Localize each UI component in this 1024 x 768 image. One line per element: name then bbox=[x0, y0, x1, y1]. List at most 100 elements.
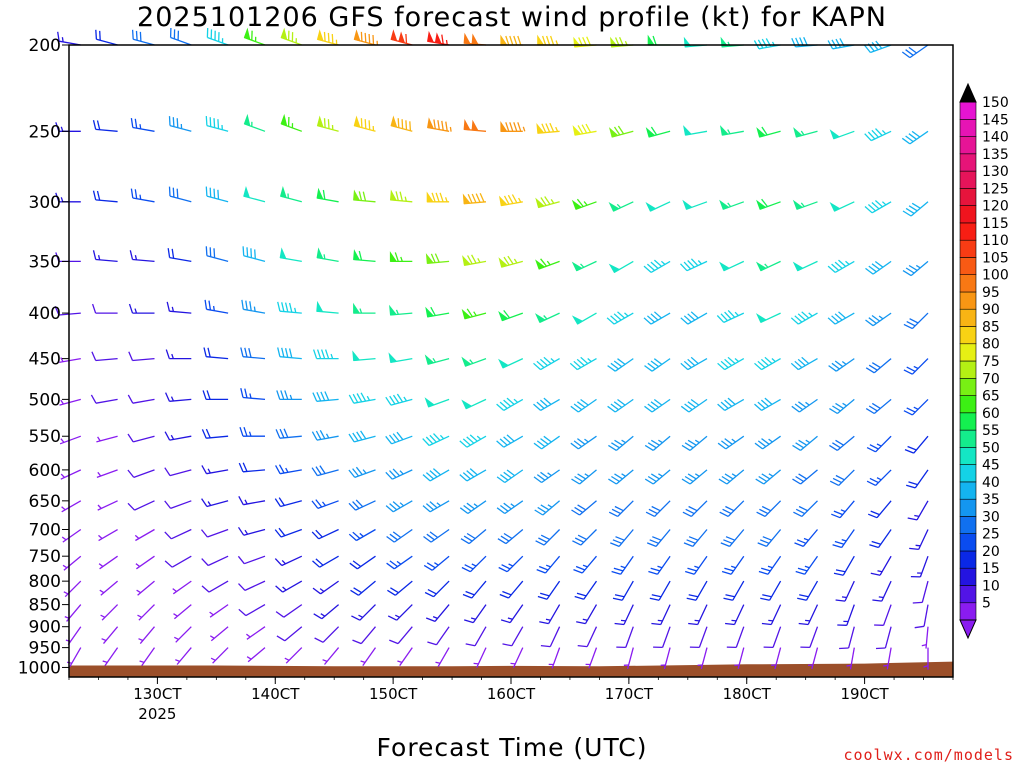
barb-feather bbox=[324, 349, 330, 359]
barb-feather bbox=[831, 362, 840, 370]
barb-pennant bbox=[425, 306, 435, 318]
barb-feather bbox=[909, 318, 919, 324]
barb-feather bbox=[57, 31, 60, 42]
barb-feather bbox=[539, 621, 549, 625]
barb-staff bbox=[661, 626, 671, 648]
barb-feather bbox=[509, 35, 514, 46]
wind-barb bbox=[461, 555, 487, 573]
barb-half-feather bbox=[470, 617, 476, 620]
colorbar-label: 35 bbox=[982, 492, 1000, 508]
barb-feather bbox=[281, 302, 285, 312]
barb-half-feather bbox=[325, 433, 330, 439]
barb-feather bbox=[459, 507, 469, 515]
barb-feather bbox=[164, 560, 173, 568]
barb-pennant bbox=[471, 119, 479, 132]
barb-feather bbox=[575, 565, 586, 571]
barb-feather bbox=[903, 410, 913, 416]
barb-feather bbox=[353, 587, 363, 594]
barb-staff bbox=[280, 528, 303, 538]
barb-feather bbox=[277, 301, 281, 312]
barb-half-feather bbox=[584, 473, 590, 477]
barb-staff bbox=[360, 626, 376, 645]
barb-feather bbox=[360, 118, 363, 128]
barb-feather bbox=[422, 474, 431, 482]
barb-pennant bbox=[316, 247, 324, 260]
barb-feather bbox=[797, 358, 806, 367]
wind-barb bbox=[717, 435, 745, 450]
wind-barb bbox=[496, 500, 524, 515]
barb-feather bbox=[397, 118, 400, 128]
y-tick-label: 300 bbox=[29, 193, 61, 213]
barb-feather bbox=[576, 592, 587, 597]
barb-feather bbox=[506, 434, 515, 442]
colorbar-cell bbox=[959, 516, 977, 535]
barb-feather bbox=[831, 39, 838, 49]
wind-barb bbox=[839, 626, 855, 650]
wind-barb bbox=[623, 647, 634, 670]
wind-barb bbox=[462, 580, 487, 599]
barb-half-feather bbox=[841, 360, 847, 365]
barb-feather bbox=[537, 595, 548, 600]
barb-feather bbox=[801, 356, 810, 365]
barb-staff bbox=[320, 580, 339, 595]
barb-feather bbox=[462, 472, 471, 480]
wind-barb bbox=[461, 356, 487, 367]
barb-feather bbox=[650, 567, 660, 572]
barb-staff bbox=[618, 529, 634, 547]
barb-feather bbox=[352, 501, 360, 509]
barb-staff bbox=[724, 398, 745, 411]
barb-staff bbox=[583, 580, 598, 600]
barb-feather bbox=[905, 135, 914, 143]
colorbar-cell bbox=[959, 308, 977, 327]
barb-feather bbox=[718, 478, 728, 485]
barb-feather bbox=[201, 558, 209, 566]
colorbar-label: 120 bbox=[982, 199, 1009, 215]
barb-feather bbox=[721, 475, 731, 483]
wind-barb bbox=[771, 647, 782, 670]
barb-feather bbox=[503, 532, 513, 540]
barb-staff bbox=[834, 312, 855, 325]
barb-pennant bbox=[388, 352, 398, 363]
barb-staff bbox=[133, 469, 155, 479]
chart-title: 2025101206 GFS forecast wind profile (kt… bbox=[137, 2, 887, 33]
barb-half-feather bbox=[62, 564, 68, 569]
wind-barb bbox=[680, 398, 708, 413]
colorbar-cell bbox=[959, 602, 977, 621]
wind-barb bbox=[829, 201, 855, 212]
barb-half-feather bbox=[657, 565, 663, 569]
barb-half-feather bbox=[913, 365, 919, 370]
wind-barb bbox=[465, 626, 487, 647]
barb-feather bbox=[905, 49, 914, 56]
wind-barb bbox=[571, 312, 597, 325]
barb-feather bbox=[643, 317, 652, 325]
barb-feather bbox=[394, 252, 399, 262]
barb-half-feather bbox=[915, 264, 921, 269]
wind-barb bbox=[647, 34, 671, 46]
barb-feather bbox=[871, 129, 879, 138]
barb-half-feather bbox=[98, 563, 104, 568]
barb-feather bbox=[465, 590, 475, 596]
wind-barb bbox=[608, 469, 634, 485]
wind-barb bbox=[573, 555, 597, 574]
barb-half-feather bbox=[319, 588, 325, 593]
barb-pennant bbox=[280, 186, 287, 199]
wind-barb bbox=[500, 34, 523, 46]
barb-feather bbox=[574, 537, 584, 543]
barb-staff bbox=[626, 647, 634, 670]
barb-feather bbox=[360, 31, 363, 42]
barb-feather bbox=[684, 403, 693, 411]
wind-barb bbox=[829, 398, 855, 415]
y-tick-label: 550 bbox=[29, 427, 61, 447]
barb-feather bbox=[839, 647, 849, 650]
colorbar-cell bbox=[959, 343, 977, 362]
wind-barb bbox=[243, 27, 266, 46]
barb-half-feather bbox=[803, 537, 809, 541]
wind-barb bbox=[646, 529, 671, 548]
credit-text[interactable]: coolwx.com/models bbox=[843, 746, 1014, 764]
barb-feather bbox=[652, 35, 657, 46]
wind-barb bbox=[388, 352, 413, 364]
barb-feather bbox=[650, 313, 659, 321]
wind-barb bbox=[502, 626, 524, 647]
barb-feather bbox=[723, 597, 733, 601]
wind-barb bbox=[569, 356, 597, 371]
